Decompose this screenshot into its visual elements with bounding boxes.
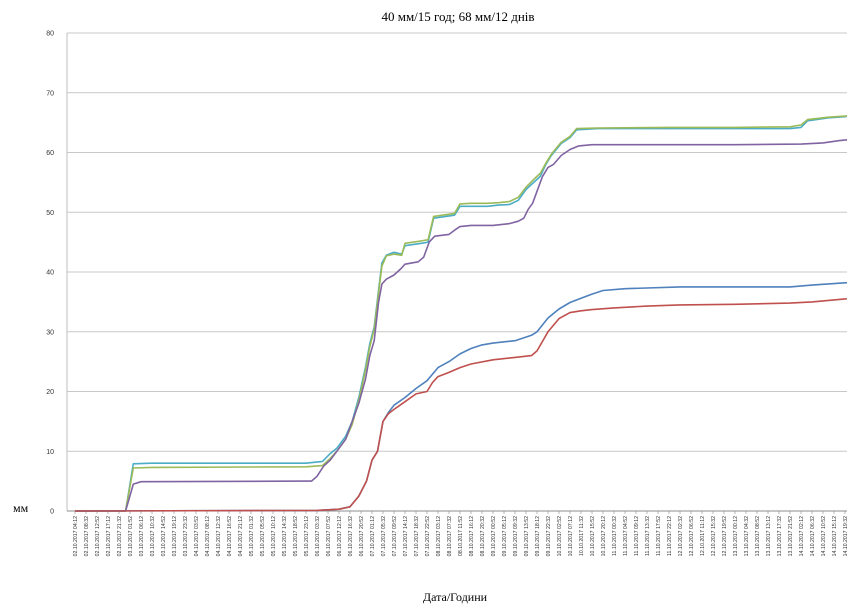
- x-tick-label: 09.10.2017 13:52: [524, 516, 530, 557]
- y-tick-label: 50: [46, 210, 54, 217]
- x-tick-label: 13.10.2017 21:52: [788, 516, 794, 557]
- x-tick-label: 05.10.2017 18:52: [293, 516, 299, 557]
- chart-title: 40 мм/15 год; 68 мм/12 днів: [381, 9, 534, 24]
- y-tick-label: 10: [46, 449, 54, 456]
- x-tick-label: 14.10.2017 15:12: [832, 516, 838, 557]
- x-tick-label: 04.10.2017 03:52: [194, 516, 200, 557]
- x-tick-label: 09.10.2017 18:12: [535, 516, 541, 557]
- x-tick-label: 10.10.2017 20:12: [601, 516, 607, 557]
- x-tick-label: 02.10.2017 08:32: [84, 516, 90, 557]
- y-tick-label: 60: [46, 150, 54, 157]
- x-tick-label: 05.10.2017 14:32: [282, 516, 288, 557]
- x-tick-label: 04.10.2017 21:12: [238, 516, 244, 557]
- x-tick-label: 02.10.2017 12:52: [95, 516, 101, 557]
- x-tick-label: 12.10.2017 15:32: [711, 516, 717, 557]
- x-tick-label: 06.10.2017 07:52: [326, 516, 332, 557]
- x-tick-label: 08.10.2017 11:52: [458, 516, 464, 556]
- x-tick-label: 11.10.2017 17:52: [656, 516, 662, 556]
- x-tick-label: 03.10.2017 10:32: [150, 516, 156, 557]
- x-tick-label: 08.10.2017 16:12: [469, 516, 475, 557]
- x-tick-label: 14.10.2017 02:12: [799, 516, 805, 557]
- x-tick-label: 07.10.2017 22:52: [425, 516, 431, 557]
- x-tick-label: 13.10.2017 13:12: [766, 516, 772, 557]
- y-tick-label: 80: [46, 31, 54, 38]
- series-line-5: [74, 297, 847, 512]
- x-tick-label: 11.10.2017 09:12: [634, 516, 640, 556]
- x-tick-label: 08.10.2017 03:12: [436, 516, 442, 557]
- x-tick-label: 11.10.2017 22:12: [667, 516, 673, 556]
- x-tick-label: 12.10.2017 02:32: [678, 516, 684, 557]
- x-tick-label: 06.10.2017 03:32: [315, 516, 321, 557]
- x-axis-ticks: 02.10.2017 04:12 02.10.2017 08:32 02.10.20…: [73, 511, 847, 556]
- x-tick-label: 11.10.2017 04:52: [623, 516, 629, 556]
- x-tick-label: 14.10.2017 06:32: [810, 516, 816, 557]
- x-tick-label: 05.10.2017 01:32: [249, 516, 255, 557]
- series-line-1: [75, 115, 847, 512]
- x-tick-label: 11.10.2017 00:32: [612, 516, 618, 556]
- x-tick-label: 12.10.2017 19:52: [722, 516, 728, 557]
- y-tick-label: 0: [50, 509, 54, 516]
- y-axis-label: мм: [13, 501, 29, 515]
- x-tick-label: 02.10.2017 21:32: [117, 516, 123, 557]
- x-tick-label: 06.10.2017 12:12: [337, 516, 343, 557]
- x-tick-label: 05.10.2017 10:12: [271, 516, 277, 557]
- x-tick-label: 10.10.2017 02:52: [557, 516, 563, 557]
- x-tick-label: 03.10.2017 06:12: [139, 516, 145, 557]
- y-tick-label: 70: [46, 90, 54, 97]
- x-tick-label: 07.10.2017 14:12: [403, 516, 409, 557]
- x-tick-label: 03.10.2017 23:32: [183, 516, 189, 557]
- x-tick-label: 08.10.2017 20:32: [480, 516, 486, 557]
- x-tick-label: 13.10.2017 08:52: [755, 516, 761, 557]
- y-axis-ticks: 0 10 20 30 40 50 60 70 80: [46, 31, 54, 516]
- x-tick-label: 12.10.2017 11:12: [700, 516, 706, 556]
- x-tick-label: 13.10.2017 17:32: [777, 516, 783, 557]
- y-tick-label: 20: [46, 389, 54, 396]
- x-axis-label: Дата/Години: [423, 590, 488, 604]
- x-tick-label: 07.10.2017 18:32: [414, 516, 420, 557]
- x-tick-label: 02.10.2017 17:12: [106, 516, 112, 557]
- x-tick-label: 13.10.2017 04:32: [744, 516, 750, 557]
- x-tick-label: 11.10.2017 13:32: [645, 516, 651, 556]
- x-tick-label: 10.10.2017 07:12: [568, 516, 574, 557]
- x-tick-label: 09.10.2017 09:32: [513, 516, 519, 557]
- x-tick-label: 08.10.2017 07:32: [447, 516, 453, 557]
- series-line-4: [74, 281, 847, 512]
- x-tick-label: 03.10.2017 14:52: [161, 516, 167, 557]
- x-tick-label: 09.10.2017 05:12: [502, 516, 508, 557]
- x-tick-label: 14.10.2017 10:52: [821, 516, 827, 557]
- x-tick-label: 10.10.2017 15:52: [590, 516, 596, 557]
- x-tick-label: 09.10.2017 00:52: [491, 516, 497, 557]
- x-tick-label: 07.10.2017 09:52: [392, 516, 398, 557]
- x-tick-label: 05.10.2017 23:12: [304, 516, 310, 557]
- x-tick-label: 07.10.2017 05:32: [381, 516, 387, 557]
- x-tick-label: 06.10.2017 20:52: [359, 516, 365, 557]
- x-tick-label: 04.10.2017 16:52: [227, 516, 233, 557]
- x-tick-label: 05.10.2017 05:52: [260, 516, 266, 557]
- x-tick-label: 03.10.2017 01:52: [128, 516, 134, 557]
- series-line-3: [75, 138, 847, 512]
- x-tick-label: 06.10.2017 16:32: [348, 516, 354, 557]
- y-tick-label: 30: [46, 329, 54, 336]
- x-tick-label: 13.10.2017 00:12: [733, 516, 739, 557]
- x-tick-label: 03.10.2017 19:12: [172, 516, 178, 557]
- x-tick-label: 14.10.2017 19:32: [843, 516, 847, 557]
- x-tick-label: 04.10.2017 08:12: [205, 516, 211, 557]
- x-tick-label: 10.10.2017 11:32: [579, 516, 585, 556]
- x-tick-label: 04.10.2017 12:32: [216, 516, 222, 557]
- gridlines: [66, 32, 847, 512]
- x-tick-label: 07.10.2017 01:12: [370, 516, 376, 557]
- x-tick-label: 02.10.2017 04:12: [73, 516, 79, 557]
- x-tick-label: 09.10.2017 22:32: [546, 516, 552, 557]
- y-tick-label: 40: [46, 270, 54, 277]
- x-tick-label: 12.10.2017 06:52: [689, 516, 695, 557]
- series-lines: [74, 115, 847, 512]
